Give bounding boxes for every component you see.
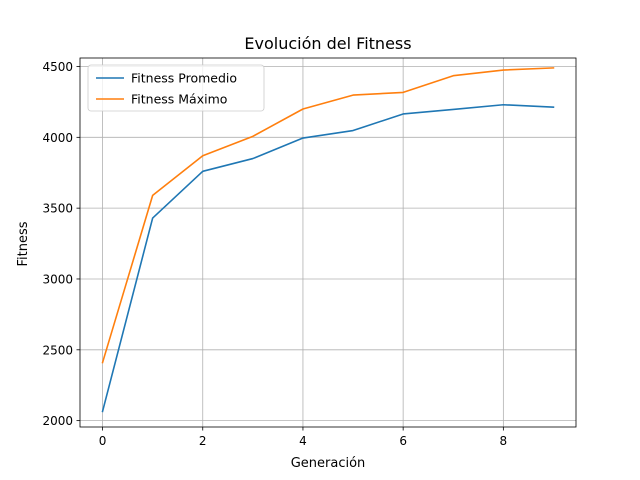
- x-tick-label: 6: [399, 434, 407, 448]
- y-tick-label: 3000: [42, 272, 73, 286]
- x-axis-label: Generación: [291, 456, 366, 471]
- legend-label: Fitness Promedio: [131, 71, 237, 86]
- y-tick-label: 4000: [42, 131, 73, 145]
- grid: [80, 58, 576, 427]
- x-tick-label: 2: [199, 434, 207, 448]
- y-tick-label: 3500: [42, 202, 73, 216]
- y-tick-label: 2000: [42, 414, 73, 428]
- x-tick-label: 0: [99, 434, 107, 448]
- series-line-2: [101, 67, 555, 364]
- legend-box: [87, 64, 265, 112]
- x-tick-label: 8: [500, 434, 508, 448]
- legend-label: Fitness Máximo: [131, 92, 227, 107]
- axis-ticks: 0 2 4 6 8 2000 2500 3000 3500 4000 4500: [42, 60, 507, 448]
- plot-frame: [79, 57, 577, 428]
- legend: Fitness Promedio Fitness Máximo: [87, 64, 265, 112]
- chart-title: Evolución del Fitness: [244, 34, 411, 53]
- y-axis-label: Fitness: [16, 221, 31, 266]
- series-line-1: [101, 103, 555, 413]
- series-lines: [101, 67, 555, 413]
- y-tick-label: 4500: [42, 60, 73, 74]
- y-tick-label: 2500: [42, 343, 73, 357]
- x-tick-label: 4: [299, 434, 307, 448]
